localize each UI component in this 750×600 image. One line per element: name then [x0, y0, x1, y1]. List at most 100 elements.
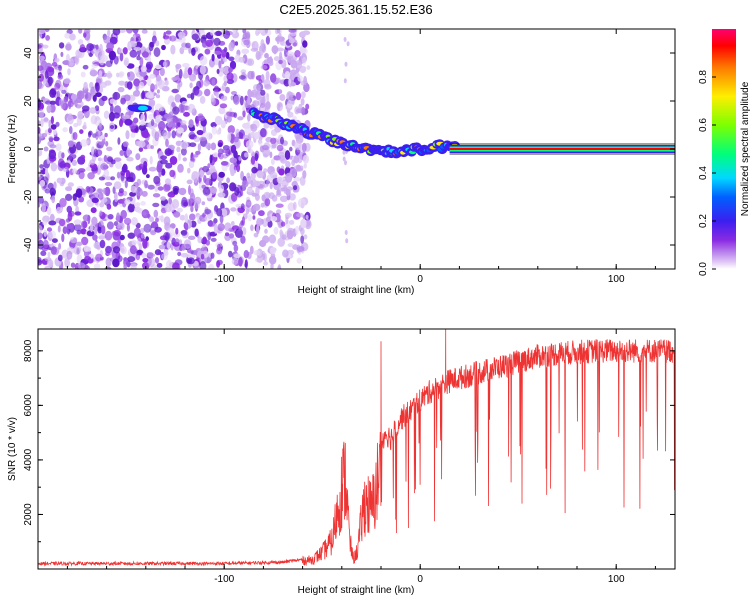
noise-dot: [214, 85, 219, 91]
noise-dot: [38, 82, 44, 90]
noise-dot: [56, 206, 62, 214]
noise-dot: [215, 30, 222, 36]
noise-dot: [178, 152, 182, 161]
noise-dot: [260, 128, 267, 138]
noise-dot: [253, 203, 261, 211]
noise-dot: [73, 223, 82, 232]
noise-dot: [51, 195, 56, 204]
noise-dot: [55, 143, 62, 151]
noise-dot: [219, 103, 228, 109]
noise-dot: [98, 235, 106, 240]
noise-dot: [138, 147, 144, 153]
noise-dot: [197, 115, 206, 122]
noise-dot: [54, 57, 60, 63]
noise-dot: [269, 255, 277, 265]
noise-dot: [210, 237, 217, 242]
noise-dot: [140, 113, 146, 124]
noise-dot: [44, 167, 49, 177]
noise-dot: [165, 178, 171, 185]
noise-dot: [81, 236, 89, 246]
noise-dot: [302, 57, 307, 66]
noise-dot: [199, 65, 206, 75]
noise-dot: [293, 177, 301, 182]
noise-dot: [204, 208, 212, 215]
noise-dot: [171, 101, 176, 108]
noise-dot: [46, 227, 53, 232]
noise-dot: [81, 220, 88, 229]
noise-dot: [120, 248, 125, 253]
noise-dot: [48, 128, 52, 134]
noise-dot: [155, 181, 161, 187]
noise-dot: [210, 97, 216, 106]
noise-dot: [249, 245, 254, 255]
noise-dot: [224, 222, 232, 232]
noise-dot: [130, 184, 135, 192]
noise-dot: [86, 246, 91, 252]
noise-dot: [112, 91, 121, 100]
noise-dot: [156, 164, 163, 173]
noise-dot: [218, 171, 225, 178]
noise-dot: [187, 67, 193, 76]
noise-dot: [99, 239, 106, 249]
noise-dot: [160, 159, 168, 165]
noise-dot: [78, 170, 85, 180]
noise-dot: [113, 157, 122, 162]
noise-dot: [263, 261, 268, 266]
noise-dot: [292, 42, 297, 47]
noise-dot: [96, 245, 101, 251]
noise-dot: [173, 211, 181, 218]
noise-dot: [113, 229, 121, 237]
noise-dot: [117, 86, 125, 93]
noise-dot: [58, 42, 65, 49]
noise-dot: [132, 29, 139, 34]
noise-dot: [79, 44, 86, 52]
noise-dot: [193, 200, 200, 210]
noise-dot: [258, 79, 263, 84]
noise-dot: [167, 191, 176, 198]
noise-dot: [237, 116, 244, 121]
noise-dot: [142, 238, 148, 249]
noise-dot: [205, 142, 212, 150]
noise-dot: [165, 162, 173, 169]
noise-dot: [195, 119, 199, 127]
noise-dot: [343, 78, 347, 84]
noise-dot: [290, 59, 298, 69]
noise-dot: [165, 30, 172, 35]
noise-dot: [287, 111, 294, 118]
noise-dot: [201, 244, 208, 255]
figure-title: C2E5.2025.361.15.52.E36: [279, 2, 432, 17]
noise-dot: [142, 258, 149, 263]
noise-dot: [171, 88, 179, 94]
noise-dot: [102, 187, 107, 195]
noise-dot: [194, 176, 198, 183]
noise-dot: [273, 56, 280, 62]
noise-dot: [276, 101, 283, 112]
noise-dot: [137, 237, 142, 246]
noise-dot: [230, 221, 235, 226]
noise-dot: [57, 73, 64, 80]
noise-dot: [83, 29, 91, 34]
noise-dot: [38, 32, 43, 39]
noise-dot: [66, 223, 74, 230]
noise-dot: [204, 88, 211, 97]
noise-dot: [303, 75, 307, 86]
y-tick-label: 6000: [23, 394, 34, 417]
noise-dot: [123, 217, 132, 225]
noise-dot: [52, 129, 57, 135]
noise-dot: [196, 129, 204, 136]
noise-dot: [247, 89, 252, 97]
noise-dot: [67, 182, 75, 187]
noise-dot: [177, 163, 184, 173]
noise-dot: [289, 100, 295, 105]
noise-dot: [264, 197, 271, 207]
noise-dot: [67, 155, 73, 161]
noise-dot: [124, 180, 128, 189]
colorbar-gradient: [712, 29, 736, 269]
noise-dot: [155, 115, 163, 120]
noise-dot: [115, 160, 122, 170]
noise-dot: [129, 49, 138, 58]
noise-dot: [221, 82, 227, 92]
noise-dot: [290, 82, 296, 87]
noise-dot: [201, 184, 207, 189]
noise-dot: [106, 221, 114, 230]
